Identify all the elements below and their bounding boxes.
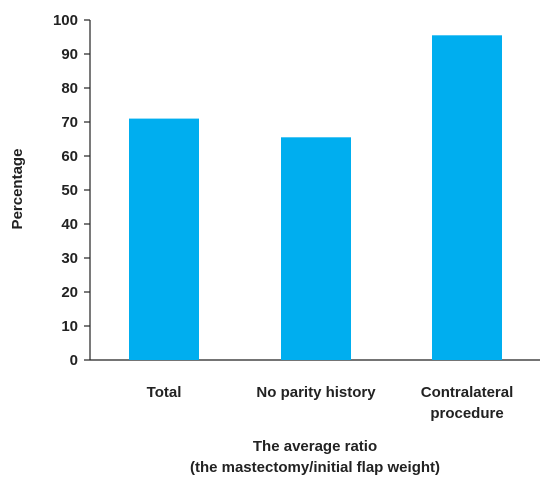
- y-tick-label: 0: [70, 352, 78, 369]
- x-tick-label: No parity history: [256, 384, 376, 401]
- y-tick-label: 30: [61, 250, 78, 267]
- bar: [129, 118, 199, 360]
- bar: [432, 35, 502, 361]
- x-axis-title: The average ratio (the mastectomy/initial…: [190, 438, 440, 476]
- y-tick-label: 40: [61, 216, 78, 233]
- category-labels: Total No parity history Contralateral proce…: [147, 384, 514, 422]
- y-axis-title: Percentage: [9, 149, 26, 230]
- y-tick-label: 50: [61, 182, 78, 199]
- x-tick-label: Contralateral procedure: [421, 384, 514, 422]
- y-tick-label: 70: [61, 114, 78, 131]
- y-tick-label: 60: [61, 148, 78, 165]
- bars: [129, 35, 502, 361]
- y-tick-label: 10: [61, 318, 78, 335]
- y-tick-label: 90: [61, 46, 78, 63]
- bar: [281, 137, 351, 360]
- x-tick-label: Total: [147, 384, 182, 401]
- y-tick-label: 80: [61, 80, 78, 97]
- x-axis-title-text: The average ratio (the mastectomy/initial…: [190, 438, 440, 476]
- y-axis: 0 10 20 30 40 50 60 70 80 90 100: [53, 12, 91, 369]
- y-tick-label: 100: [53, 12, 78, 29]
- y-tick-label: 20: [61, 284, 78, 301]
